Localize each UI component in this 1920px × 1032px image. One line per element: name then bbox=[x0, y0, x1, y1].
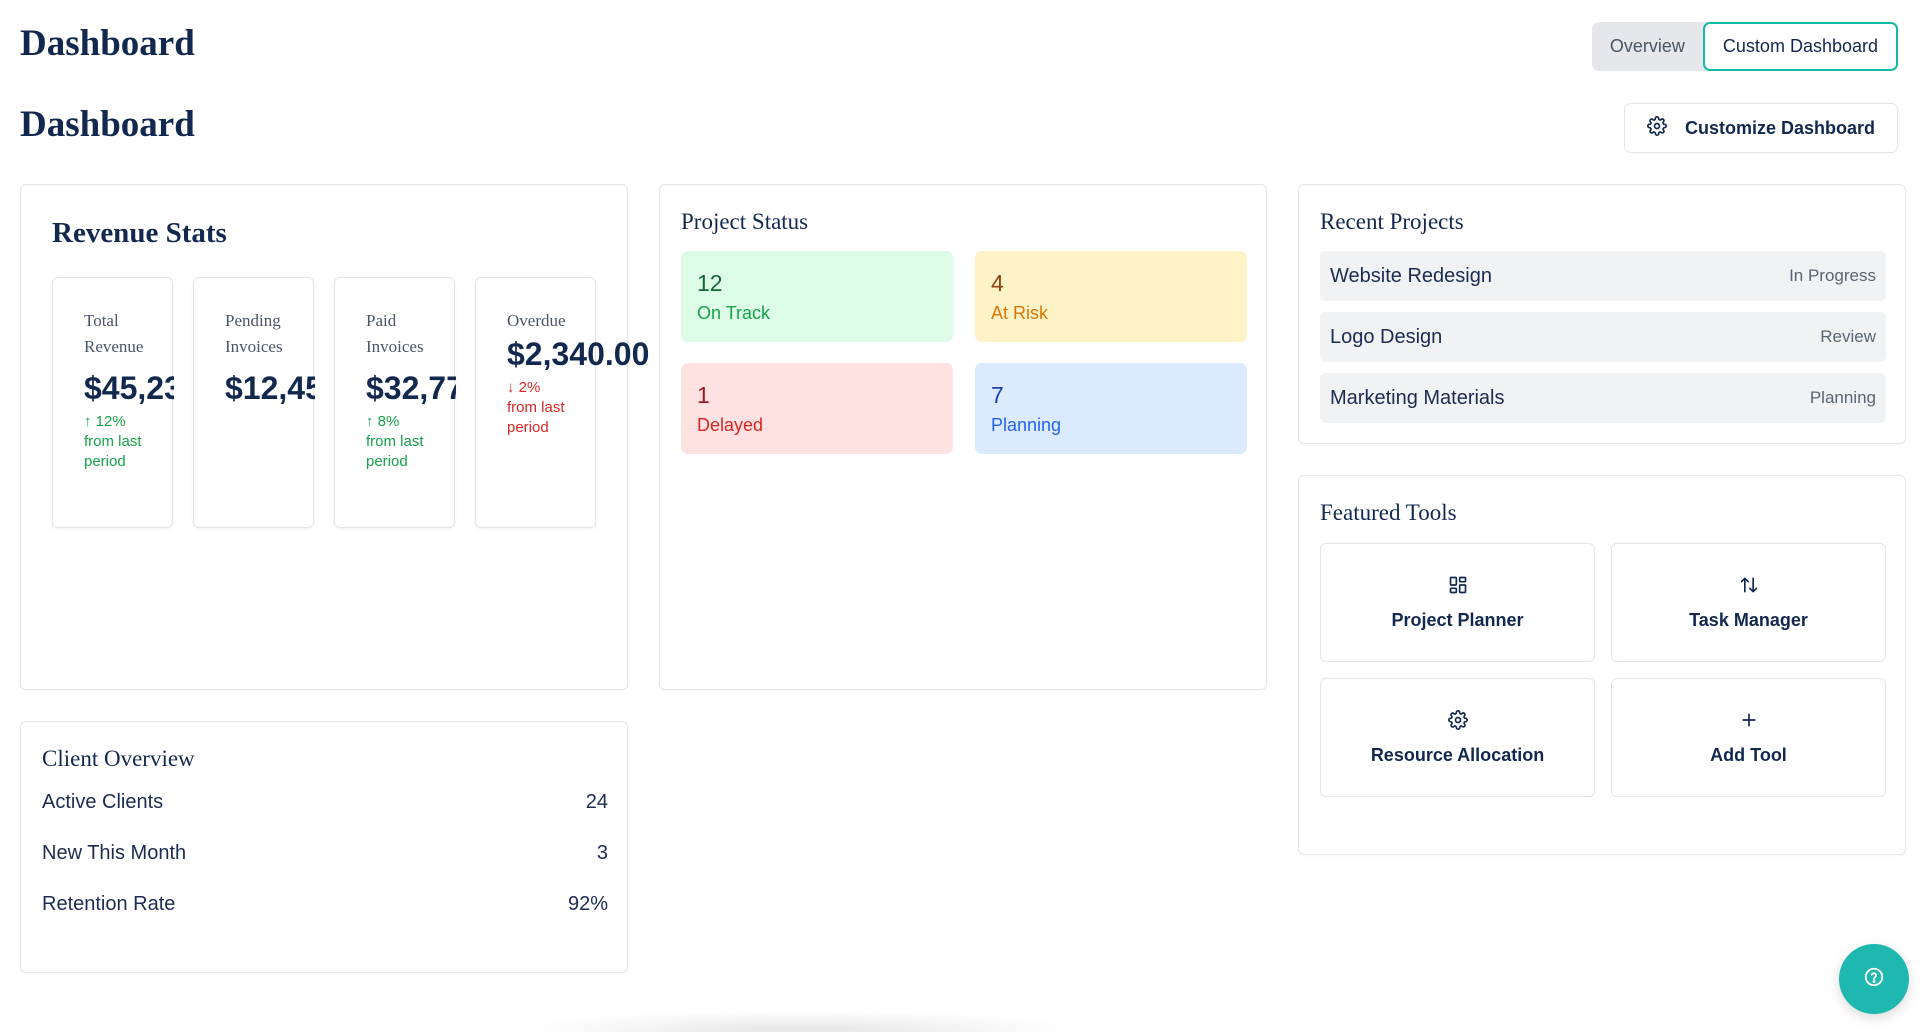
featured-tools-card: Featured Tools Project Planner Task Mana… bbox=[1298, 475, 1906, 855]
project-row[interactable]: Website Redesign In Progress bbox=[1320, 251, 1886, 301]
project-status-title: Project Status bbox=[681, 209, 809, 234]
client-row: Active Clients 24 bbox=[42, 791, 608, 814]
client-row-label: New This Month bbox=[42, 842, 187, 864]
customize-dashboard-label: Customize Dashboard bbox=[1684, 117, 1875, 138]
status-label: On Track bbox=[697, 303, 771, 323]
page-title: Dashboard bbox=[20, 23, 195, 64]
revenue-stats-card: Revenue Stats Total Revenue $45,231.89 ↑… bbox=[20, 184, 650, 690]
project-status: Planning bbox=[1809, 388, 1876, 407]
stat-value: $12,450.00 bbox=[225, 370, 315, 406]
status-label: Planning bbox=[991, 415, 1062, 435]
project-name: Website Redesign bbox=[1330, 264, 1492, 287]
project-name: Marketing Materials bbox=[1330, 386, 1505, 409]
bottom-shadow bbox=[520, 1010, 1080, 1032]
plus-icon bbox=[1739, 710, 1759, 735]
stat-total-revenue: Total Revenue $45,231.89 ↑ 12% from last… bbox=[52, 277, 174, 528]
tool-resource-allocation[interactable]: Resource Allocation bbox=[1320, 678, 1595, 797]
revenue-stats-title: Revenue Stats bbox=[52, 217, 227, 249]
tool-label: Task Manager bbox=[1689, 609, 1808, 630]
featured-tools-title: Featured Tools bbox=[1320, 500, 1457, 525]
help-button[interactable] bbox=[1839, 944, 1909, 1014]
stat-pending-invoices: Pending Invoices $12,450.00 bbox=[193, 277, 315, 528]
stat-value: $32,775.89 bbox=[366, 370, 456, 406]
recent-projects-card: Recent Projects Website Redesign In Prog… bbox=[1298, 184, 1906, 444]
stat-value: $45,231.89 bbox=[84, 370, 174, 406]
status-count: 12 bbox=[697, 270, 723, 296]
client-row-value: 3 bbox=[596, 842, 608, 864]
project-name: Logo Design bbox=[1330, 325, 1443, 348]
status-planning[interactable]: 7 Planning bbox=[975, 363, 1247, 454]
tab-custom-dashboard[interactable]: Custom Dashboard bbox=[1702, 22, 1898, 71]
stat-value: $2,340.00 bbox=[507, 336, 650, 372]
client-row-label: Retention Rate bbox=[42, 893, 176, 915]
view-tabs: Overview Custom Dashboard bbox=[1591, 22, 1898, 71]
stat-label: Pending Invoices bbox=[225, 311, 283, 356]
project-status-card: Project Status 12 On Track 4 At Risk 1 D… bbox=[659, 184, 1267, 690]
client-row: New This Month 3 bbox=[42, 842, 608, 865]
grid-icon bbox=[1448, 575, 1468, 600]
tool-label: Add Tool bbox=[1710, 744, 1787, 765]
status-label: At Risk bbox=[991, 303, 1049, 323]
stat-change: ↑ 8% from last period bbox=[366, 413, 424, 470]
stat-change: ↑ 12% from last period bbox=[84, 413, 142, 470]
status-at-risk[interactable]: 4 At Risk bbox=[975, 251, 1247, 342]
tab-overview[interactable]: Overview bbox=[1609, 36, 1685, 56]
client-overview-title: Client Overview bbox=[42, 746, 195, 771]
client-row: Retention Rate 92% bbox=[42, 893, 608, 916]
tool-label: Project Planner bbox=[1391, 609, 1524, 630]
tool-project-planner[interactable]: Project Planner bbox=[1320, 543, 1595, 662]
status-on-track[interactable]: 12 On Track bbox=[681, 251, 953, 342]
status-count: 7 bbox=[991, 382, 1004, 408]
client-overview-card: Client Overview Active Clients 24 New Th… bbox=[20, 721, 628, 973]
status-count: 4 bbox=[991, 270, 1004, 296]
project-status: In Progress bbox=[1789, 266, 1876, 285]
status-label: Delayed bbox=[697, 415, 764, 435]
stat-overdue: Overdue $2,340.00 ↓ 2% from last period bbox=[475, 277, 650, 528]
stat-label: Total Revenue bbox=[84, 311, 144, 356]
project-row[interactable]: Logo Design Review bbox=[1320, 312, 1886, 362]
recent-projects-title: Recent Projects bbox=[1320, 209, 1464, 234]
customize-dashboard-button[interactable]: Customize Dashboard bbox=[1623, 103, 1898, 153]
client-row-label: Active Clients bbox=[42, 791, 164, 813]
tool-add[interactable]: Add Tool bbox=[1611, 678, 1886, 797]
status-delayed[interactable]: 1 Delayed bbox=[681, 363, 953, 454]
tool-task-manager[interactable]: Task Manager bbox=[1611, 543, 1886, 662]
stat-label: Overdue bbox=[507, 311, 566, 330]
stat-change: ↓ 2% from last period bbox=[507, 379, 565, 436]
stat-paid-invoices: Paid Invoices $32,775.89 ↑ 8% from last … bbox=[334, 277, 456, 528]
status-count: 1 bbox=[697, 382, 710, 408]
client-row-value: 92% bbox=[567, 893, 608, 915]
project-status: Review bbox=[1820, 327, 1876, 346]
arrows-up-down-icon bbox=[1739, 575, 1759, 600]
dashboard-heading: Dashboard bbox=[20, 104, 195, 145]
gear-icon bbox=[1447, 709, 1468, 735]
project-row[interactable]: Marketing Materials Planning bbox=[1320, 373, 1886, 423]
stat-label: Paid Invoices bbox=[366, 311, 424, 356]
help-circle-icon bbox=[1863, 966, 1885, 993]
tool-label: Resource Allocation bbox=[1370, 744, 1545, 765]
client-row-value: 24 bbox=[585, 791, 608, 813]
gear-icon bbox=[1647, 115, 1667, 141]
